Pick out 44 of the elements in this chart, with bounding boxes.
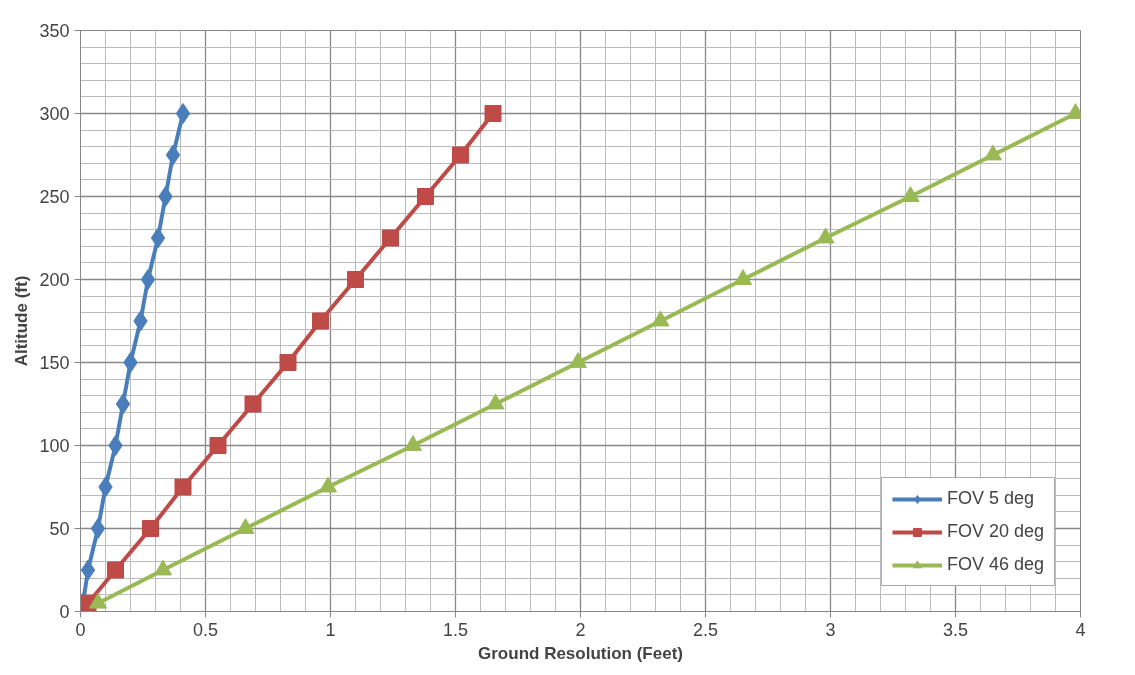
point bbox=[209, 437, 227, 454]
x-tick-label: 1.5 bbox=[442, 619, 469, 640]
x-tick-label: 1 bbox=[325, 619, 336, 640]
legend-label: FOV 46 deg bbox=[946, 554, 1044, 575]
y-tick-label: 350 bbox=[39, 21, 70, 41]
point bbox=[90, 518, 106, 539]
y-tick-label: 50 bbox=[49, 519, 70, 539]
point bbox=[417, 188, 434, 205]
y-tick-label: 0 bbox=[59, 602, 70, 622]
y-tick-label: 300 bbox=[39, 104, 70, 124]
legend-label: FOV 5 deg bbox=[946, 488, 1034, 509]
x-tick-label: 4 bbox=[1075, 619, 1086, 640]
point bbox=[158, 186, 173, 207]
point bbox=[347, 271, 364, 288]
x-tick-label: 3 bbox=[825, 619, 836, 640]
point bbox=[484, 105, 502, 122]
point bbox=[244, 395, 262, 413]
point bbox=[165, 144, 181, 166]
point bbox=[142, 520, 159, 537]
x-axis-title: Ground Resolution (Feet) bbox=[478, 643, 683, 663]
x-tick-label: 3.5 bbox=[942, 619, 969, 640]
point bbox=[175, 103, 191, 124]
point bbox=[174, 478, 192, 496]
point bbox=[123, 352, 138, 373]
point bbox=[107, 561, 124, 579]
point bbox=[452, 146, 469, 164]
point bbox=[108, 435, 123, 456]
legend-label: FOV 20 deg bbox=[946, 521, 1044, 542]
point bbox=[279, 354, 297, 371]
y-tick-label: 150 bbox=[39, 353, 70, 373]
y-tick-label: 250 bbox=[39, 187, 70, 207]
point bbox=[312, 312, 329, 330]
x-tick-label: 0 bbox=[75, 619, 86, 640]
y-tick-label: 100 bbox=[39, 436, 70, 456]
y-tick-label: 200 bbox=[39, 270, 70, 290]
point bbox=[80, 559, 96, 581]
x-tick-label: 2.5 bbox=[692, 619, 719, 640]
point bbox=[150, 227, 166, 249]
x-tick-label: 2 bbox=[575, 619, 586, 640]
x-tick-label: 0.5 bbox=[192, 619, 219, 640]
point bbox=[115, 393, 131, 415]
point bbox=[140, 269, 156, 290]
point bbox=[382, 229, 399, 247]
y-axis-title: Altitude (ft) bbox=[12, 275, 32, 367]
